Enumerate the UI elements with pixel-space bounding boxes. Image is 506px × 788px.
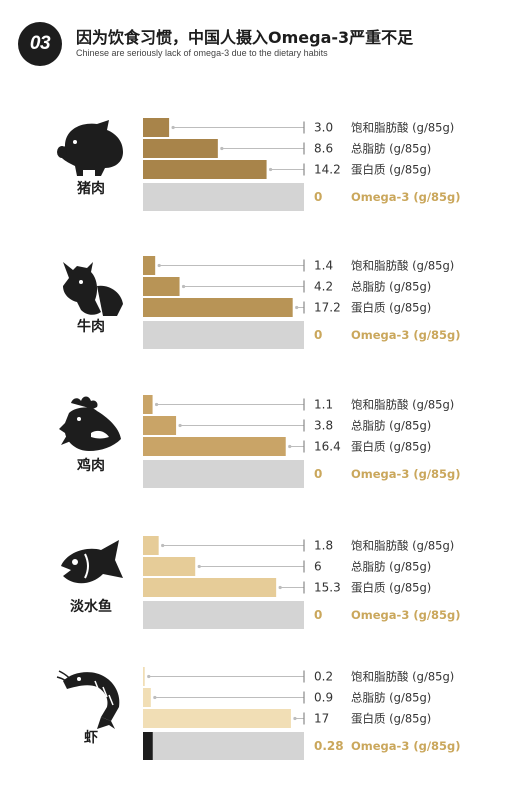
nutrient-label: 蛋白质 (g/85g)	[351, 440, 431, 454]
leader-dot	[197, 564, 201, 569]
header: 03 因为饮食习惯，中国人摄入Omega-3严重不足 Chinese are s…	[0, 0, 506, 70]
nutrient-label: 总脂肪 (g/85g)	[351, 691, 431, 705]
nutrient-bar	[143, 416, 177, 435]
leader-dot	[147, 674, 151, 679]
nutrient-label: 蛋白质 (g/85g)	[351, 581, 431, 595]
food-label: 鸡肉	[76, 457, 105, 474]
nutrient-label: 饱和脂肪酸 (g/85g)	[351, 539, 454, 553]
leader-dot	[157, 263, 161, 268]
leader-dot	[293, 716, 297, 721]
nutrient-bar	[143, 395, 153, 414]
omega3-background-bar	[143, 321, 304, 349]
value-label: 17	[314, 712, 329, 726]
leader-dot	[171, 125, 175, 130]
pig-icon	[57, 120, 123, 176]
value-label: 0.28	[314, 739, 344, 753]
nutrient-label: 饱和脂肪酸 (g/85g)	[351, 398, 454, 412]
fish-icon	[61, 540, 123, 584]
leader-dot	[153, 695, 157, 700]
leader-dot	[278, 585, 282, 590]
value-label: 14.2	[314, 163, 341, 177]
leader-dot	[295, 305, 299, 310]
nutrient-bar	[143, 298, 293, 317]
nutrient-label: Omega-3 (g/85g)	[351, 328, 461, 342]
food-label: 牛肉	[77, 318, 105, 335]
leader-dot	[154, 402, 159, 407]
nutrient-bar	[143, 160, 267, 179]
nutrient-label: 饱和脂肪酸 (g/85g)	[351, 121, 454, 135]
nutrient-label: 蛋白质 (g/85g)	[351, 301, 431, 315]
nutrient-label: 总脂肪 (g/85g)	[351, 142, 431, 156]
nutrient-bar	[143, 277, 180, 296]
omega3-background-bar	[143, 460, 304, 488]
nutrient-bar	[143, 578, 277, 597]
value-label: 4.2	[314, 280, 333, 294]
omega3-background-bar	[143, 601, 304, 629]
nutrient-label: 蛋白质 (g/85g)	[351, 712, 431, 726]
nutrient-bar	[143, 437, 286, 456]
nutrient-bar	[143, 256, 156, 275]
nutrient-label: Omega-3 (g/85g)	[351, 190, 461, 204]
nutrient-label: Omega-3 (g/85g)	[351, 467, 461, 481]
nutrient-label: 总脂肪 (g/85g)	[351, 280, 431, 294]
value-label: 0	[314, 190, 322, 204]
nutrient-label: 饱和脂肪酸 (g/85g)	[351, 259, 454, 273]
value-label: 0	[314, 608, 322, 622]
value-label: 15.3	[314, 581, 341, 595]
omega3-background-bar	[143, 183, 304, 211]
leader-dot	[268, 167, 273, 172]
nutrient-bar	[143, 139, 218, 158]
value-label: 6	[314, 560, 322, 574]
section-number-badge: 03	[18, 22, 62, 66]
nutrient-bar	[143, 688, 151, 707]
leader-dot	[220, 146, 224, 151]
value-label: 0.2	[314, 670, 333, 684]
value-label: 3.8	[314, 419, 333, 433]
value-label: 17.2	[314, 301, 341, 315]
nutrient-bar	[143, 557, 196, 576]
leader-dot	[161, 543, 165, 548]
food-label: 淡水鱼	[70, 598, 112, 615]
value-label: 1.8	[314, 539, 333, 553]
nutrient-label: 总脂肪 (g/85g)	[351, 419, 431, 433]
page-title: 因为饮食习惯，中国人摄入Omega-3严重不足	[76, 28, 414, 47]
page-subtitle: Chinese are seriously lack of omega-3 du…	[76, 48, 328, 58]
nutrient-bar	[143, 667, 145, 686]
nutrient-bar	[143, 709, 291, 728]
nutrient-label: 总脂肪 (g/85g)	[351, 560, 431, 574]
nutrient-label: 饱和脂肪酸 (g/85g)	[351, 670, 454, 684]
value-label: 16.4	[314, 440, 341, 454]
food-label: 虾	[84, 729, 98, 746]
shrimp-icon	[56, 670, 120, 729]
leader-dot	[288, 444, 292, 449]
value-label: 8.6	[314, 142, 333, 156]
value-label: 0	[314, 467, 322, 481]
nutrient-bar	[143, 118, 170, 137]
nutrient-label: Omega-3 (g/85g)	[351, 739, 461, 753]
nutrient-label: 蛋白质 (g/85g)	[351, 163, 431, 177]
cow-icon	[63, 262, 123, 316]
leader-dot	[178, 423, 182, 428]
value-label: 0.9	[314, 691, 333, 705]
value-label: 1.4	[314, 259, 333, 273]
value-label: 1.1	[314, 398, 333, 412]
value-label: 0	[314, 328, 322, 342]
leader-dot	[181, 284, 186, 289]
food-label: 猪肉	[76, 180, 105, 197]
value-label: 3.0	[314, 121, 333, 135]
omega3-value-bar	[143, 732, 153, 760]
chicken-icon	[59, 396, 121, 451]
nutrient-label: Omega-3 (g/85g)	[351, 608, 461, 622]
omega3-background-bar	[143, 732, 304, 760]
nutrient-bar	[143, 536, 159, 555]
